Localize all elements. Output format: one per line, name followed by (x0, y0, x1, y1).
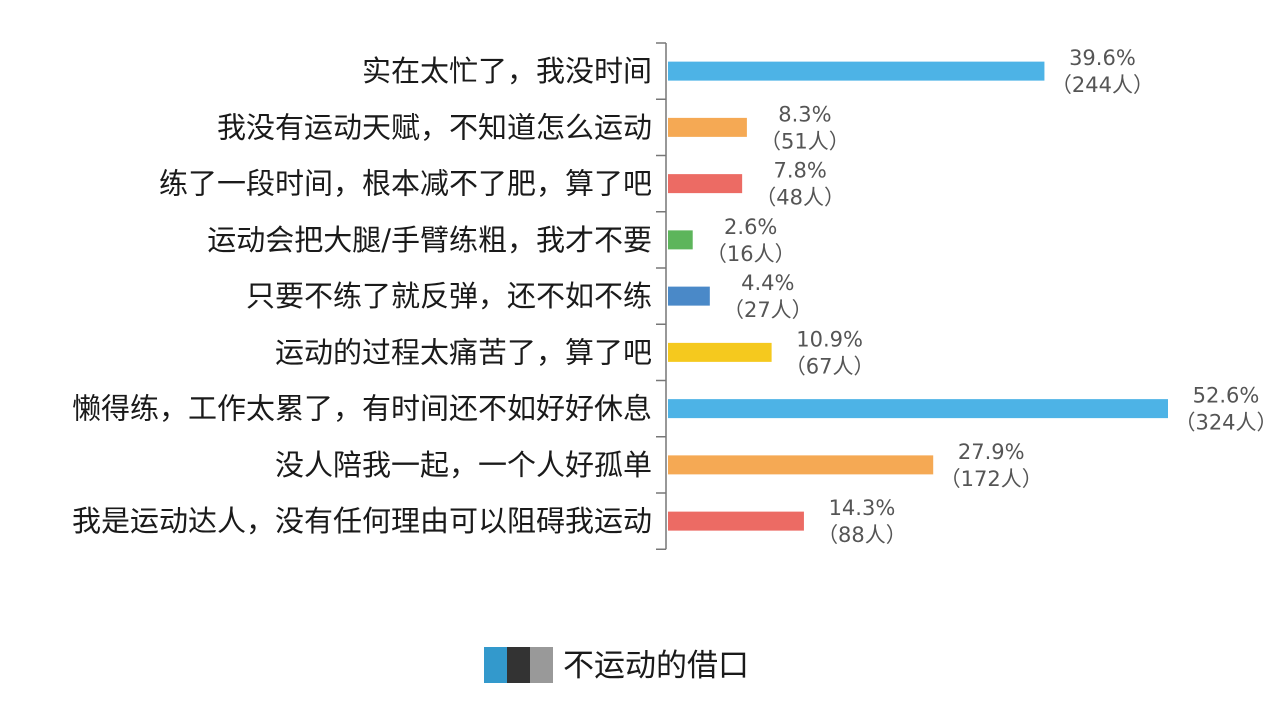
legend-swatch-0 (484, 647, 507, 683)
bar-3 (668, 230, 693, 250)
category-label-6: 懒得练，工作太累了，有时间还不如好好休息 (72, 392, 652, 426)
bar-1 (668, 117, 747, 137)
value-label-3: 2.6% (724, 215, 777, 239)
bar-2 (668, 174, 743, 194)
count-label-3: （16人） (706, 242, 796, 266)
count-label-7: （172人） (940, 467, 1043, 491)
category-label-2: 练了一段时间，根本减不了肥，算了吧 (159, 167, 652, 201)
value-label-8: 14.3% (829, 496, 896, 520)
count-label-2: （48人） (755, 186, 845, 210)
bar-5 (668, 342, 772, 362)
value-label-5: 10.9% (796, 327, 863, 351)
value-labels: 39.6% （244人） 8.3% （51人） 7.8% （48人） 2.6% （16人） 4.… (706, 46, 1278, 547)
category-axis (656, 42, 667, 550)
count-label-0: （244人） (1051, 73, 1154, 97)
value-label-7: 27.9% (958, 440, 1025, 464)
legend: 不运动的借口 (484, 647, 749, 684)
count-label-5: （67人） (785, 354, 875, 378)
category-label-3: 运动会把大腿/手臂练粗，我才不要 (207, 223, 652, 257)
bars-group (668, 61, 1168, 531)
value-label-4: 4.4% (741, 271, 794, 295)
legend-swatch-1 (507, 647, 530, 683)
count-label-1: （51人） (760, 129, 850, 153)
count-label-8: （88人） (817, 523, 907, 547)
category-label-7: 没人陪我一起，一个人好孤单 (275, 448, 652, 482)
bar-6 (668, 399, 1168, 419)
category-label-1: 我没有运动天赋，不知道怎么运动 (217, 110, 652, 144)
category-labels: 实在太忙了，我没时间我没有运动天赋，不知道怎么运动练了一段时间，根本减不了肥，算… (72, 54, 652, 538)
category-label-5: 运动的过程太痛苦了，算了吧 (275, 335, 652, 369)
bar-7 (668, 455, 934, 475)
value-label-2: 7.8% (773, 159, 826, 183)
value-label-1: 8.3% (778, 102, 831, 126)
bar-4 (668, 286, 710, 306)
count-label-4: （27人） (723, 298, 813, 322)
legend-swatch-2 (530, 647, 553, 683)
category-label-4: 只要不练了就反弹，还不如不练 (246, 279, 652, 313)
category-label-0: 实在太忙了，我没时间 (362, 54, 652, 88)
category-label-8: 我是运动达人，没有任何理由可以阻碍我运动 (72, 504, 652, 538)
value-label-0: 39.6% (1069, 46, 1136, 70)
legend-label: 不运动的借口 (563, 648, 749, 684)
bar-0 (668, 61, 1045, 81)
count-label-6: （324人） (1174, 411, 1277, 435)
bar-8 (668, 511, 804, 531)
value-label-6: 52.6% (1193, 384, 1260, 408)
